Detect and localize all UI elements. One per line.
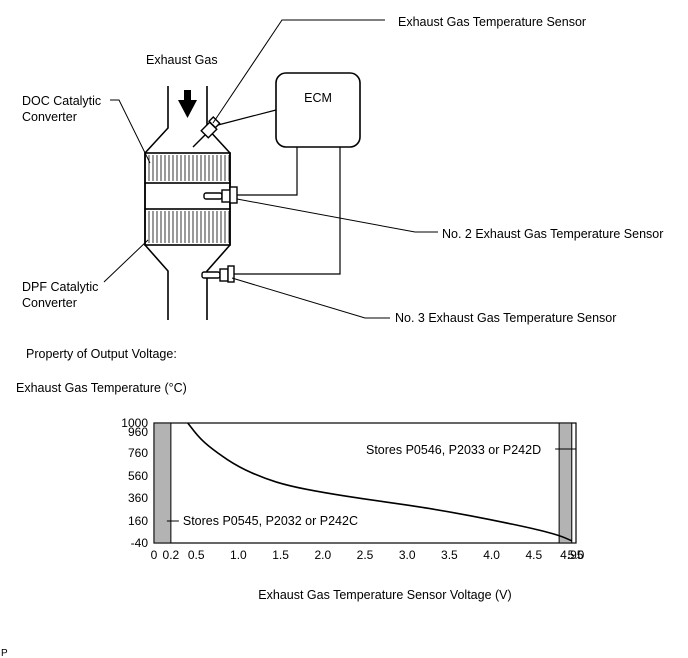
y-tick-label: 360 xyxy=(128,491,148,505)
exhaust-system-schematic xyxy=(144,86,231,320)
diagnostic-region-2 xyxy=(558,422,573,544)
temperature-curve xyxy=(187,422,573,542)
x-tick-label: 1.0 xyxy=(230,548,247,562)
sensor-1-label: Exhaust Gas Temperature Sensor xyxy=(398,15,586,29)
diagnostic-region-1 xyxy=(153,422,172,544)
x-tick-label: 4.5 xyxy=(525,548,542,562)
doc-hatch xyxy=(148,155,230,181)
gas-flow-arrow-icon xyxy=(178,90,197,118)
y-tick-label: 160 xyxy=(128,514,148,528)
exhaust-gas-temp-sensor-1 xyxy=(192,116,221,148)
doc-catalyst xyxy=(144,152,231,184)
y-tick-label: -40 xyxy=(131,536,149,550)
sensor-3-label: No. 3 Exhaust Gas Temperature Sensor xyxy=(395,311,616,325)
x-tick-label: 1.5 xyxy=(272,548,289,562)
leader-lines xyxy=(103,19,438,319)
exhaust-gas-temp-sensor-2 xyxy=(203,186,238,204)
ecm-label: ECM xyxy=(304,91,332,105)
dpf-hatch xyxy=(148,211,230,243)
x-tick-label: 3.5 xyxy=(441,548,458,562)
x-tick-label: 0.5 xyxy=(188,548,205,562)
x-tick-label: 2.5 xyxy=(357,548,374,562)
y-tick-label: 560 xyxy=(128,469,148,483)
x-tick-label: 3.0 xyxy=(399,548,416,562)
footer-mark: P xyxy=(1,648,8,658)
doc-label-line2: Converter xyxy=(22,110,77,124)
x-tick-label: 5.0 xyxy=(568,548,585,562)
x-tick-label: 0 xyxy=(151,548,158,562)
x-tick-label: 4.0 xyxy=(483,548,500,562)
x-tick-label: 4.95 xyxy=(560,548,584,562)
wiring xyxy=(217,109,341,275)
x-tick-label: 0.2 xyxy=(163,548,180,562)
voltage-temperature-chart: Stores P0545, P2032 or P242C Stores P0546… xyxy=(121,416,584,562)
region-1-label: Stores P0545, P2032 or P242C xyxy=(183,514,358,528)
doc-label-line1: DOC Catalytic xyxy=(22,94,101,108)
y-tick-label: 760 xyxy=(128,446,148,460)
region-2-label: Stores P0546, P2033 or P242D xyxy=(366,443,541,457)
y-tick-label: 1000 xyxy=(121,416,148,430)
dpf-label-line1: DPF Catalytic xyxy=(22,280,98,294)
x-axis-label: Exhaust Gas Temperature Sensor Voltage (… xyxy=(258,588,511,602)
ecm-box xyxy=(275,72,361,148)
dpf-catalyst xyxy=(144,208,231,246)
inlet-pipe xyxy=(144,86,169,320)
x-tick-label: 2.0 xyxy=(314,548,331,562)
sensor-2-label: No. 2 Exhaust Gas Temperature Sensor xyxy=(442,227,663,241)
property-title: Property of Output Voltage: xyxy=(26,347,177,361)
dpf-label-line2: Converter xyxy=(22,296,77,310)
y-axis-label: Exhaust Gas Temperature (°C) xyxy=(16,381,187,395)
y-tick-label: 960 xyxy=(128,425,148,439)
exhaust-gas-label: Exhaust Gas xyxy=(146,53,218,67)
